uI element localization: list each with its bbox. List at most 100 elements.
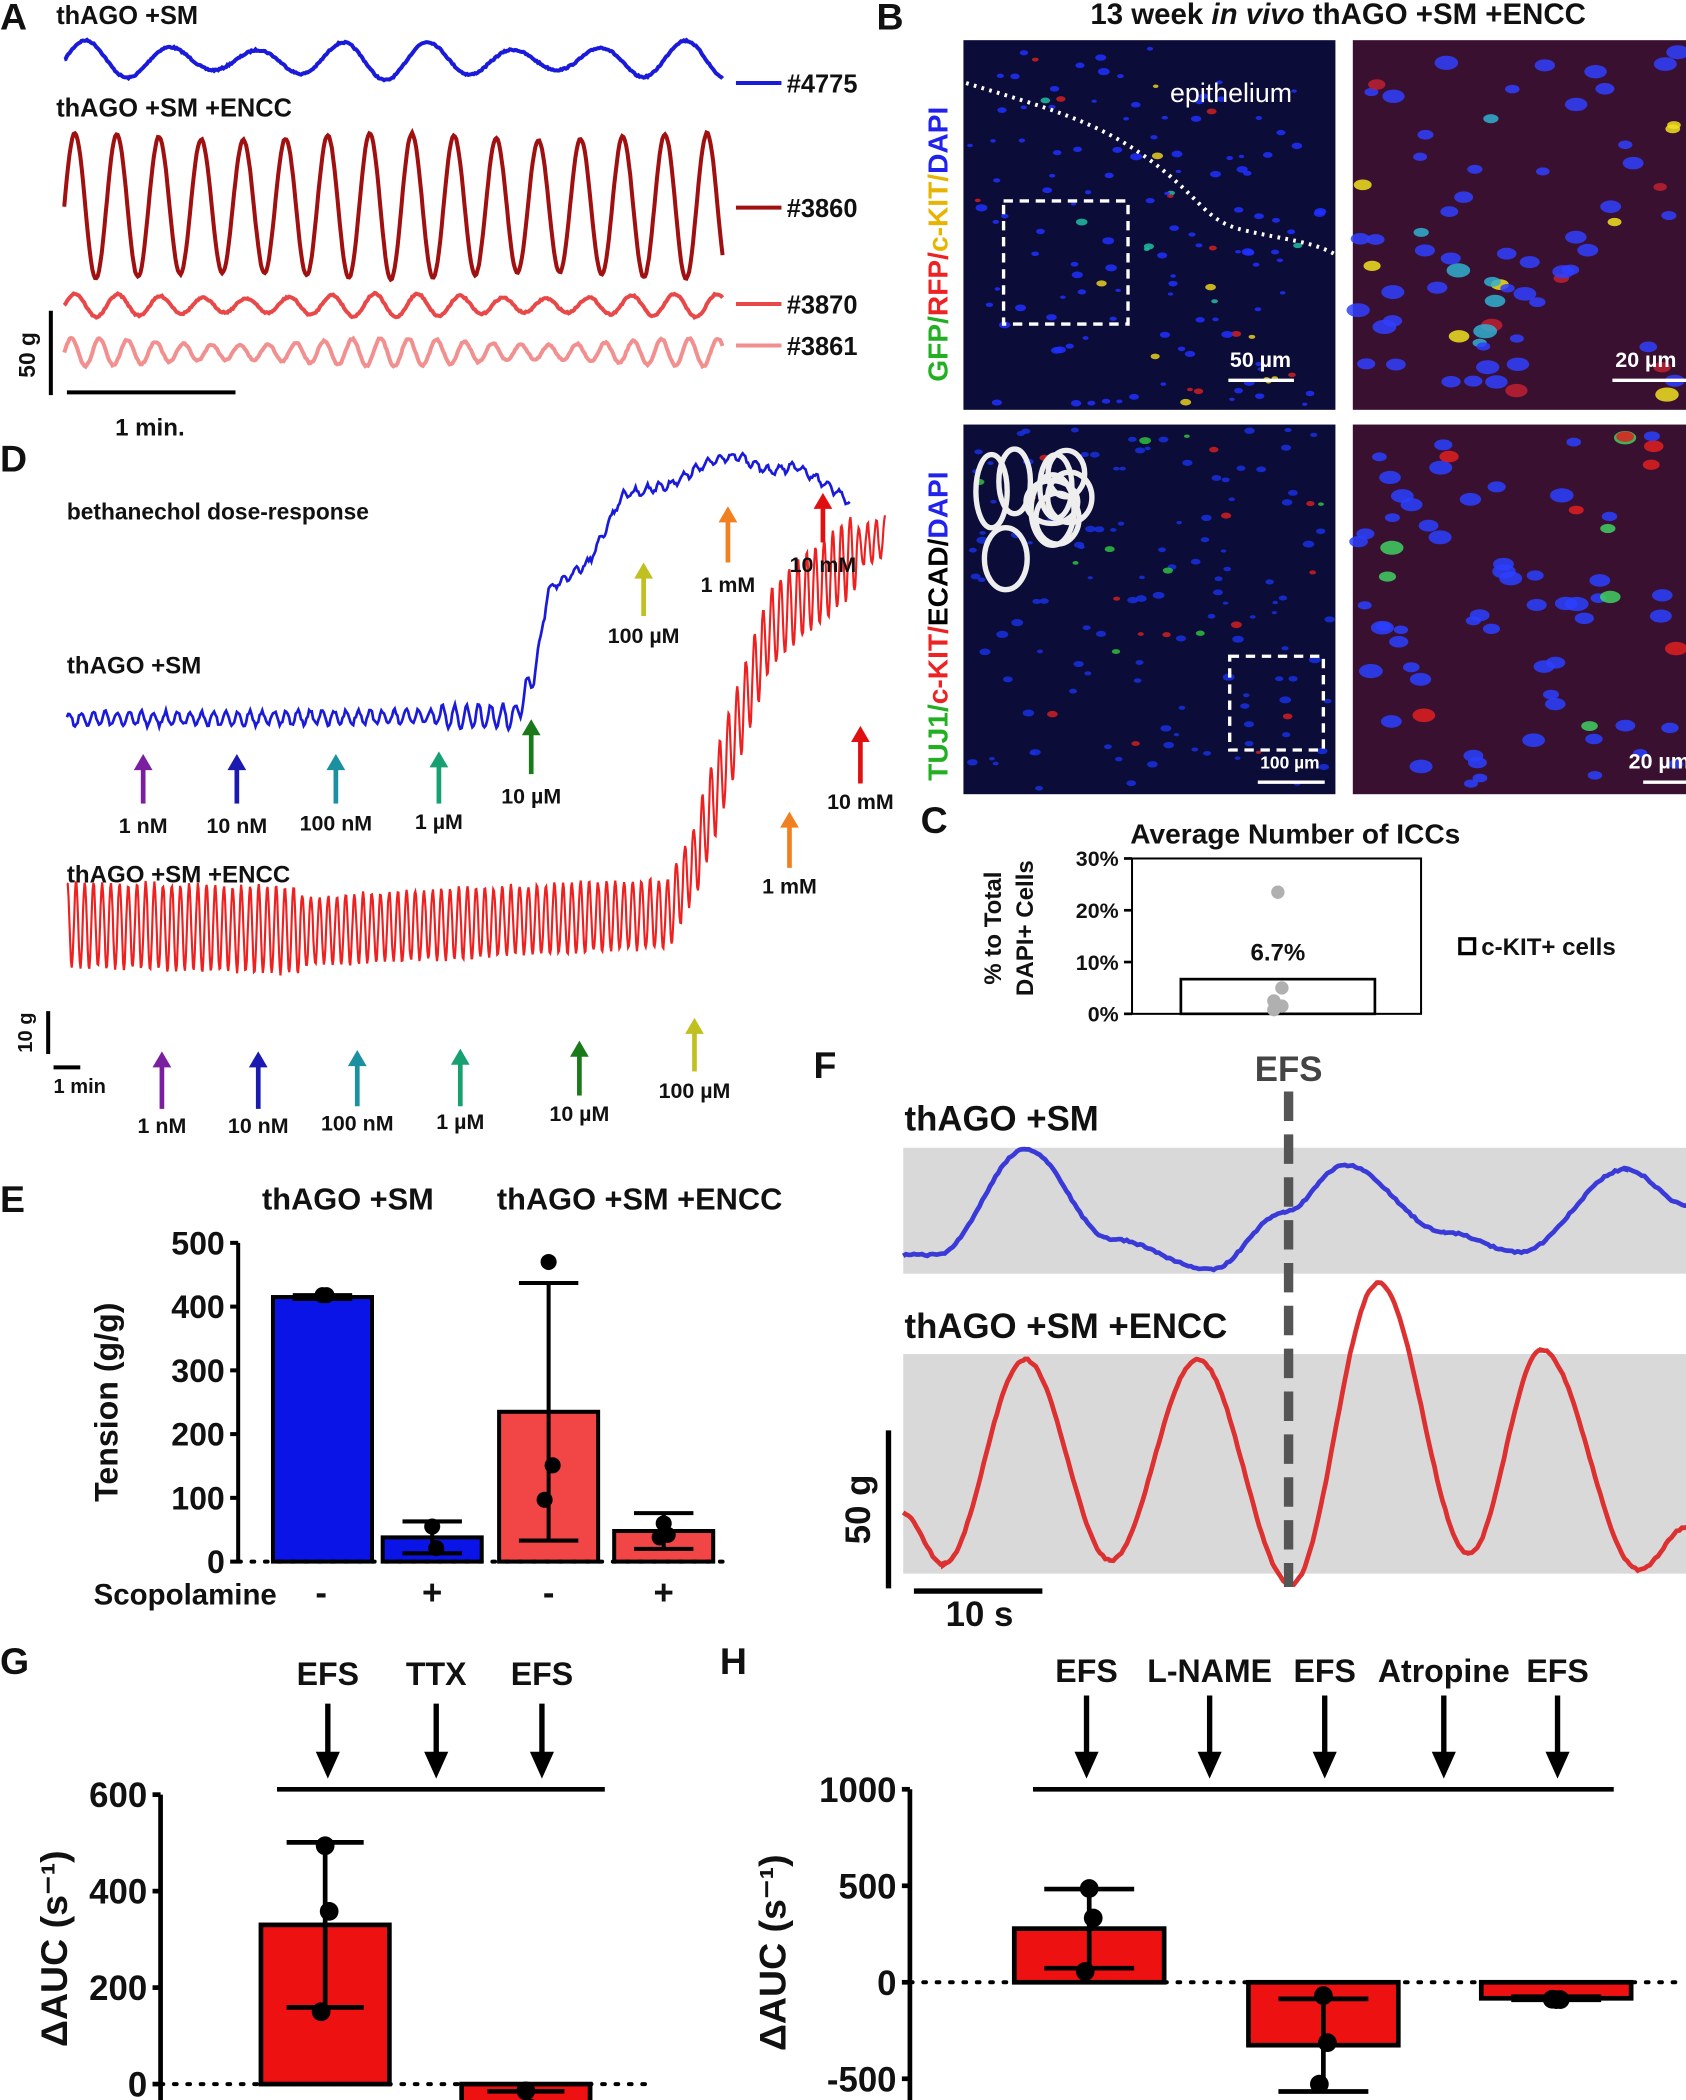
cell (1184, 350, 1196, 358)
label: 1 µM (436, 1110, 484, 1134)
cell (1150, 135, 1158, 140)
label: thAGO +SM +ENCC (905, 1307, 1228, 1346)
cell (1177, 346, 1186, 352)
y-tick-label: 300 (171, 1353, 225, 1389)
cell (1222, 601, 1229, 605)
cell (1302, 402, 1308, 406)
cell (1393, 625, 1409, 635)
cell (1544, 697, 1566, 711)
cell (979, 648, 991, 656)
cell (991, 399, 1002, 406)
label: 1 nM (138, 1114, 187, 1138)
cell (1526, 598, 1547, 611)
cell (1060, 295, 1066, 299)
cell (1031, 57, 1039, 62)
cell (1206, 108, 1217, 115)
cell (1581, 721, 1598, 731)
label: #4775 (787, 70, 858, 98)
cell (1243, 693, 1250, 698)
cell (1402, 662, 1420, 673)
label: thAGO +SM (905, 1099, 1099, 1138)
cell (1262, 152, 1273, 158)
label: ΔAUC (s⁻¹) (33, 1850, 75, 2047)
cell (1162, 567, 1173, 574)
cell (1226, 156, 1234, 161)
stain-label: GFP/RFP/c-KIT/DAPI (922, 107, 953, 382)
cell (1346, 303, 1370, 318)
cell (1464, 779, 1478, 788)
trace (63, 37, 725, 83)
label: TTX (406, 1656, 467, 1692)
label: 1 µM (415, 810, 463, 834)
panel-label: D (0, 437, 27, 479)
label: #3860 (787, 195, 858, 223)
data-point (536, 1491, 553, 1508)
cell (1170, 274, 1176, 278)
cell (1075, 218, 1088, 226)
cell (1272, 600, 1279, 605)
cell (1160, 382, 1167, 386)
cell (1599, 590, 1621, 604)
cell (1182, 459, 1193, 466)
cell (1111, 649, 1121, 654)
cell (1357, 358, 1376, 370)
cell (967, 143, 973, 148)
cell (1158, 547, 1166, 553)
cell (1069, 688, 1078, 694)
label: thAGO +SM +ENCC (56, 95, 292, 123)
cell (1509, 334, 1524, 343)
cell (1231, 330, 1242, 337)
cell (1035, 785, 1044, 791)
cell (1217, 96, 1227, 102)
cell (1284, 427, 1292, 433)
cell (1485, 375, 1508, 389)
cell (1209, 446, 1219, 453)
cell (1577, 243, 1599, 257)
cell (1022, 709, 1035, 717)
cell (1135, 660, 1144, 665)
label: 100 µm (1260, 753, 1319, 773)
cell (1649, 609, 1672, 623)
cell (1278, 595, 1288, 601)
cell (1400, 498, 1423, 512)
treatment-arrow-head (529, 1751, 554, 1779)
cell (1211, 475, 1222, 481)
cell (1550, 488, 1574, 503)
cell (1309, 570, 1317, 575)
cell (1042, 187, 1053, 194)
cell (1105, 264, 1117, 272)
data-point (1083, 1908, 1103, 1928)
cell (1418, 519, 1439, 532)
label: 1 min (54, 1076, 106, 1098)
y-tick-label: 10% (1076, 951, 1119, 975)
cell (1096, 280, 1107, 287)
label: 1 mM (762, 874, 817, 898)
cell (974, 449, 983, 455)
cell (1230, 621, 1242, 629)
cell (1316, 747, 1328, 755)
cell (1288, 675, 1298, 682)
stain-part: GFP/ (922, 316, 953, 382)
cell (1350, 233, 1370, 245)
x-tick-label: - (543, 1573, 555, 1612)
label: Atropine (1378, 1653, 1510, 1689)
cell (1104, 546, 1115, 553)
cell (1459, 492, 1482, 506)
cell (1535, 167, 1550, 176)
inset-box (1001, 199, 1130, 326)
value-label: 6.7% (1250, 939, 1305, 966)
cell (1476, 360, 1500, 375)
label: EFS (1526, 1653, 1588, 1689)
y-tick-label: 400 (171, 1289, 225, 1325)
label: 100 µM (608, 624, 680, 648)
cell (1324, 616, 1335, 623)
cell (1412, 708, 1436, 723)
cell (1150, 353, 1160, 360)
micrograph (1352, 40, 1686, 410)
label: 10 mM (790, 553, 857, 577)
cell (1220, 549, 1227, 553)
data-point (1075, 1962, 1095, 1981)
data-point (1275, 981, 1289, 995)
label: thAGO +SM (262, 1181, 434, 1216)
